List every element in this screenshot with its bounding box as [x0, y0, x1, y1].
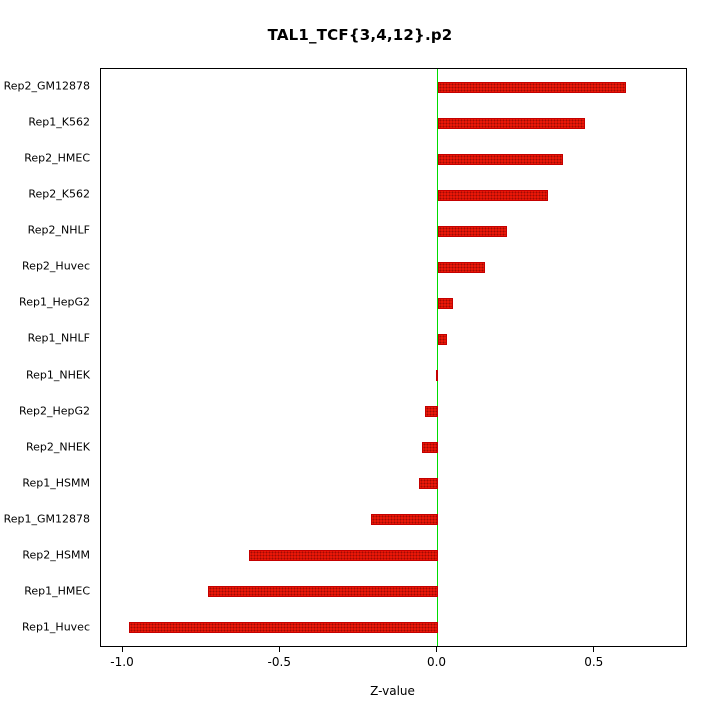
chart-title: TAL1_TCF{3,4,12}.p2 [267, 26, 453, 44]
x-tick-label: -1.0 [110, 655, 134, 669]
y-tick-label: Rep2_K562 [28, 187, 90, 201]
y-tick-label: Rep1_GM12878 [3, 512, 90, 526]
y-tick-label: Rep2_HepG2 [19, 404, 90, 418]
y-tick-label: Rep1_HMEC [24, 584, 90, 598]
x-axis-ticks: -1.0 -0.5 0.0 0.5 [100, 646, 685, 680]
bar-Rep1_Huvec [129, 622, 438, 634]
bar-Rep2_K562 [437, 189, 548, 201]
x-tick-label: -0.5 [267, 655, 291, 669]
plot-area [100, 68, 687, 647]
bar-Rep2_HepG2 [424, 406, 438, 418]
bar-Rep2_GM12878 [437, 81, 627, 93]
y-tick-label: Rep1_HSMM [22, 476, 90, 490]
bar-Rep1_GM12878 [371, 514, 438, 526]
y-tick-label: Rep2_HMEC [24, 151, 90, 165]
bar-Rep2_HMEC [437, 153, 564, 165]
x-tick-mark [436, 646, 438, 652]
x-tick-label: 0.5 [584, 655, 604, 669]
bar-Rep1_HSMM [418, 478, 438, 490]
y-axis-labels: Rep2_GM12878 Rep1_K562 Rep2_HMEC Rep2_K562 R… [0, 68, 96, 645]
y-tick-label: Rep2_NHEK [25, 440, 90, 454]
y-tick-label: Rep1_K562 [28, 115, 90, 129]
y-tick-label: Rep2_HSMM [22, 548, 90, 562]
bar-Rep1_HepG2 [437, 297, 454, 309]
bar-Rep1_NHEK [435, 370, 438, 382]
x-tick-mark [593, 646, 595, 652]
y-tick-label: Rep2_Huvec [22, 259, 90, 273]
x-tick-mark [278, 646, 280, 652]
bar-Rep1_K562 [437, 117, 586, 129]
bar-Rep2_HSMM [248, 550, 438, 562]
x-axis-label: Z-value [370, 684, 415, 698]
bar-Rep1_HMEC [207, 586, 438, 598]
x-tick-label: 0.0 [426, 655, 447, 669]
y-tick-label: Rep2_GM12878 [3, 79, 90, 93]
x-tick-mark [121, 646, 123, 652]
bar-Rep2_Huvec [437, 261, 485, 273]
y-tick-label: Rep1_NHEK [25, 368, 90, 382]
zero-reference-line [437, 69, 439, 646]
bar-Rep1_NHLF [437, 333, 447, 345]
bar-Rep2_NHEK [421, 442, 438, 454]
bar-Rep2_NHLF [437, 225, 507, 237]
y-tick-label: Rep1_HepG2 [19, 295, 90, 309]
y-tick-label: Rep2_NHLF [27, 223, 90, 237]
y-tick-label: Rep1_Huvec [22, 620, 90, 634]
y-tick-label: Rep1_NHLF [27, 331, 90, 345]
